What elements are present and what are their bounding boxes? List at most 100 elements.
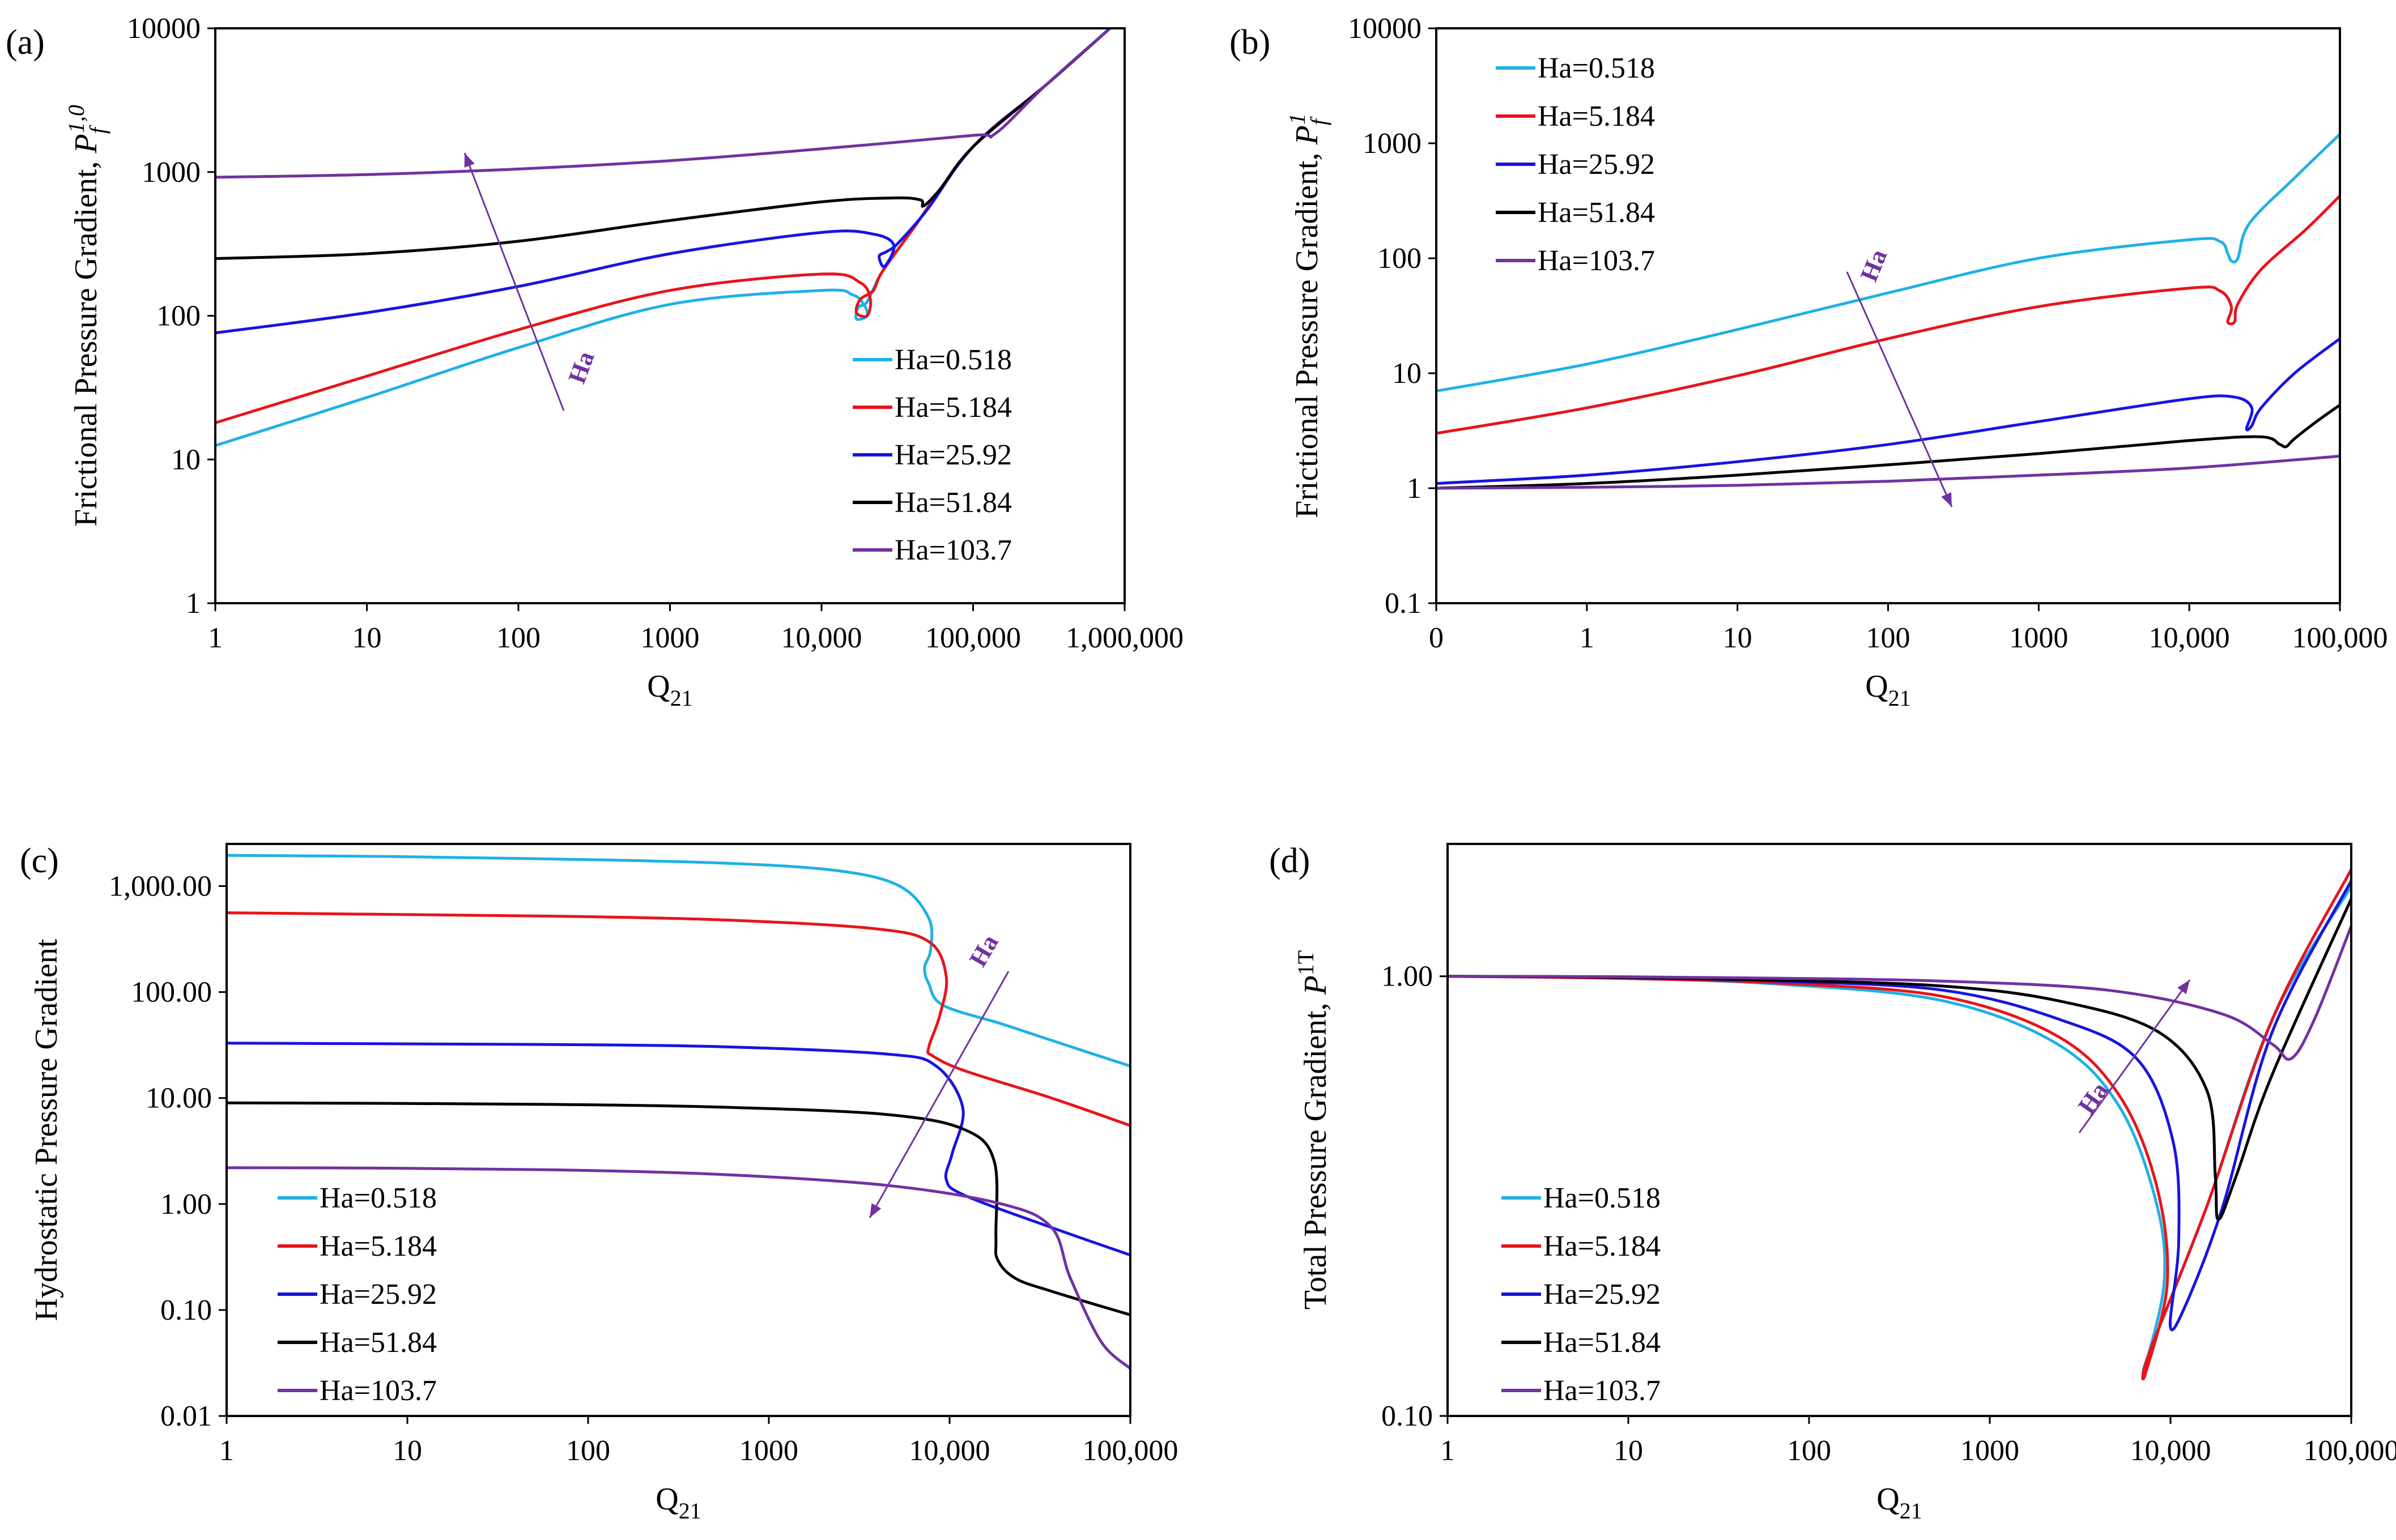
- series-line-5: [1436, 454, 2340, 490]
- x-tick-label: 10: [1614, 1435, 1643, 1467]
- x-tick-label: 10: [393, 1435, 422, 1467]
- legend-entry: Ha=0.518: [1543, 1182, 1661, 1214]
- y-tick-label: 1000: [142, 156, 201, 189]
- series-line-4: [227, 1101, 1130, 1316]
- y-tick-label: 10000: [1348, 12, 1422, 45]
- y-tick-label: 0.10: [1381, 1400, 1433, 1432]
- x-tick-label: 100,000: [2304, 1435, 2396, 1467]
- y-tick-label: 0.01: [160, 1400, 212, 1432]
- legend-entry: Ha=25.92: [320, 1278, 437, 1311]
- x-tick-label: 1000: [641, 622, 700, 654]
- series-line-1: [1436, 133, 2340, 393]
- x-tick-label: 100,000: [925, 622, 1021, 654]
- x-tick-label: 10,000: [909, 1435, 990, 1467]
- x-tick-label: 100: [1866, 622, 1910, 654]
- y-axis-label: Frictional Pressure Gradient, Pf1: [1284, 113, 1331, 518]
- x-axis-label: Q21: [1865, 669, 1910, 711]
- series-line-5: [1448, 925, 2351, 1061]
- y-tick-label: 10: [1392, 357, 1422, 390]
- legend: Ha=0.518 Ha=5.184 Ha=25.92 Ha=51.84 Ha=103.7: [853, 344, 1012, 566]
- x-tick-label: 1000: [2009, 622, 2068, 654]
- y-tick-label: 10000: [127, 12, 201, 45]
- x-axis-ticks: 1 10 100 1000 10,000 100,000: [1440, 1416, 2396, 1467]
- series-line-1: [227, 854, 1130, 1068]
- x-tick-label: 100: [566, 1435, 610, 1467]
- legend-entry: Ha=51.84: [320, 1326, 437, 1359]
- x-tick-label: 1000: [1960, 1435, 2019, 1467]
- plot-frame: [214, 27, 1126, 604]
- plot-frame: [1446, 843, 2352, 1417]
- series-line-1: [215, 28, 1111, 447]
- y-tick-label: 100.00: [131, 976, 212, 1009]
- legend-entry: Ha=103.7: [320, 1375, 437, 1407]
- x-tick-label: 10,000: [2149, 622, 2230, 654]
- plot-frame: [225, 843, 1131, 1417]
- y-tick-label: 1,000.00: [109, 870, 212, 902]
- legend-entry: Ha=51.84: [1538, 197, 1655, 229]
- x-axis-label: Q21: [647, 669, 692, 711]
- panel-label: (b): [1229, 23, 1270, 62]
- y-tick-label: 10: [171, 443, 201, 476]
- series-line-4: [1436, 403, 2340, 490]
- x-tick-label: 10: [352, 622, 382, 654]
- legend-entry: Ha=51.84: [1543, 1326, 1661, 1359]
- x-tick-label: 1000: [739, 1435, 798, 1467]
- series-line-3: [1448, 880, 2351, 1332]
- ha-annotation: Ha: [563, 348, 599, 387]
- x-axis-label: Q21: [656, 1482, 701, 1524]
- series-line-2: [1448, 868, 2351, 1381]
- legend-entry: Ha=5.184: [1538, 100, 1655, 133]
- y-axis-label: Hydrostatic Pressure Gradient: [29, 938, 64, 1321]
- panel-a: (a) 1 10 100 1000 10,000 100,000 1,000,000 1 10 10…: [6, 12, 1184, 711]
- legend-entry: Ha=0.518: [320, 1182, 437, 1214]
- panel-d: (d) 1 10 100 1000 10,000 100,000 0.10 1.00 Ha Ha=0…: [1269, 842, 2396, 1524]
- x-tick-label: 10: [1723, 622, 1752, 654]
- legend-entry: Ha=103.7: [895, 534, 1012, 566]
- ha-arrow-head: [2177, 980, 2190, 995]
- y-axis-ticks: 0.10 1.00: [1381, 961, 1448, 1432]
- y-tick-label: 10.00: [146, 1082, 212, 1115]
- y-axis-label: Total Pressure Gradient, P1T: [1293, 950, 1333, 1310]
- legend-entry: Ha=103.7: [1538, 245, 1655, 277]
- panel-label: (a): [6, 23, 45, 62]
- x-axis-ticks: 1 10 100 1000 10,000 100,000: [219, 1416, 1178, 1467]
- x-tick-label: 1,000,000: [1066, 622, 1184, 654]
- series-group: [227, 854, 1130, 1370]
- ha-annotation: Ha: [964, 930, 1004, 971]
- legend-entry: Ha=25.92: [1543, 1278, 1661, 1311]
- ha-arrow-line: [1846, 271, 1953, 507]
- y-axis-ticks: 0.01 0.10 1.00 10.00 100.00 1,000.00: [109, 870, 227, 1432]
- legend-entry: Ha=103.7: [1543, 1375, 1661, 1407]
- y-tick-label: 1: [186, 587, 201, 620]
- series-group: [1436, 133, 2340, 490]
- ha-arrow-head: [870, 1203, 882, 1218]
- legend-entry: Ha=25.92: [895, 439, 1012, 471]
- x-tick-label: 1: [208, 622, 223, 654]
- x-axis-ticks: 1 10 100 1000 10,000 100,000 1,000,000: [208, 603, 1184, 654]
- series-line-4: [215, 28, 1111, 260]
- y-axis-ticks: 1 10 100 1000 10000: [127, 12, 215, 620]
- x-tick-label: 10,000: [2130, 1435, 2211, 1467]
- y-tick-label: 100: [1377, 242, 1422, 275]
- series-group: [215, 28, 1111, 447]
- series-line-2: [227, 911, 1130, 1127]
- y-tick-label: 1.00: [1381, 961, 1433, 993]
- legend: Ha=0.518 Ha=5.184 Ha=25.92 Ha=51.84 Ha=103.7: [278, 1182, 437, 1407]
- legend: Ha=0.518 Ha=5.184 Ha=25.92 Ha=51.84 Ha=103.7: [1496, 52, 1655, 277]
- legend-entry: Ha=5.184: [320, 1230, 437, 1262]
- y-axis-label: Frictional Pressure Gradient, Pf1,0: [63, 105, 110, 527]
- y-tick-label: 1: [1407, 472, 1422, 505]
- ha-arrow-head: [464, 153, 475, 168]
- legend-entry: Ha=5.184: [895, 391, 1012, 424]
- panel-label: (c): [20, 842, 59, 880]
- series-line-5: [227, 1166, 1130, 1370]
- ha-annotation: Ha: [2072, 1077, 2113, 1119]
- plot-frame: [1435, 27, 2341, 604]
- legend-entry: Ha=0.518: [895, 344, 1012, 376]
- legend-entry: Ha=25.92: [1538, 148, 1655, 181]
- ha-annotation: Ha: [1855, 245, 1892, 285]
- series-line-2: [1436, 194, 2340, 435]
- y-tick-label: 0.10: [160, 1294, 212, 1326]
- x-tick-label: 0: [1429, 622, 1444, 654]
